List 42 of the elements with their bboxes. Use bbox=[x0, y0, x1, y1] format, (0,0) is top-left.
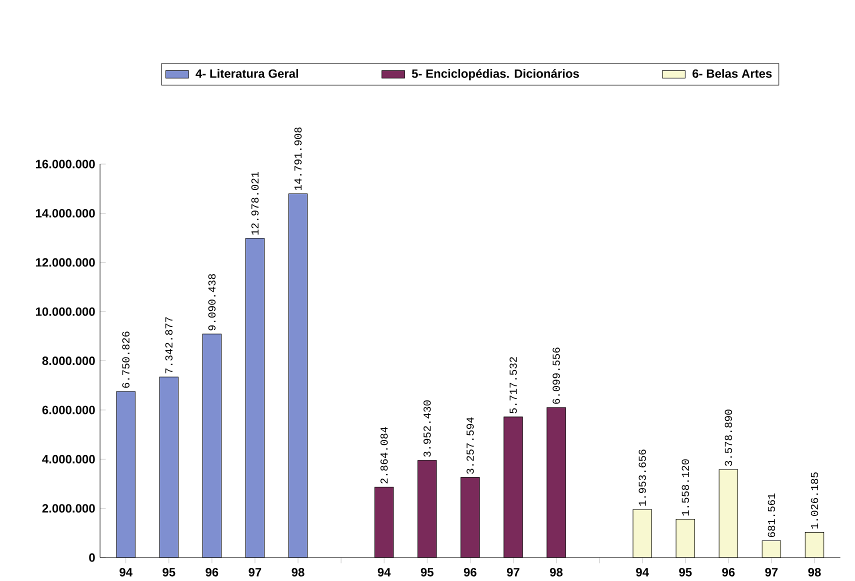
y-tick-label: 14.000.000 bbox=[36, 209, 95, 218]
x-tick-label: 98 bbox=[808, 568, 821, 576]
y-tick-label: 12.000.000 bbox=[36, 258, 95, 267]
x-tick-label: 95 bbox=[679, 568, 692, 576]
y-tick-label: 16.000.000 bbox=[36, 160, 95, 168]
x-tick-label: 95 bbox=[162, 568, 176, 576]
data-label: 6.750.826 bbox=[122, 332, 130, 388]
x-tick-label: 96 bbox=[464, 568, 476, 576]
x-tick-label: 94 bbox=[120, 568, 132, 576]
x-tick-label: 98 bbox=[550, 568, 563, 576]
data-label: 5.717.532 bbox=[510, 357, 517, 414]
x-tick-label: 97 bbox=[506, 568, 520, 576]
legend-label: 6- Belas Artes bbox=[692, 69, 772, 78]
data-label: 2.864.084 bbox=[380, 427, 388, 484]
data-label: 3.257.594 bbox=[466, 417, 474, 474]
legend-label: 5- Enciclopédias. Dicionários bbox=[412, 69, 579, 80]
data-label: 9.090.438 bbox=[208, 274, 216, 330]
x-tick-label: 98 bbox=[292, 568, 304, 576]
data-label: 6.099.556 bbox=[552, 348, 560, 404]
data-label: 3.952.430 bbox=[424, 400, 431, 457]
data-label: 12.978.021 bbox=[251, 172, 259, 235]
data-label: 681.561 bbox=[768, 494, 776, 538]
y-tick-label: 2.000.000 bbox=[42, 504, 95, 513]
data-label: 7.342.877 bbox=[165, 317, 173, 374]
y-tick-label: 10.000.000 bbox=[36, 307, 95, 316]
data-label: 1.953.656 bbox=[638, 450, 646, 506]
x-tick-label: 94 bbox=[636, 568, 649, 576]
y-tick-label: 6.000.000 bbox=[42, 406, 95, 414]
data-label: 1.558.120 bbox=[682, 459, 690, 516]
y-tick-label: 4.000.000 bbox=[42, 454, 95, 464]
data-label: 14.791.908 bbox=[294, 128, 302, 190]
data-label: 3.578.890 bbox=[724, 410, 732, 466]
y-tick-label: 8.000.000 bbox=[42, 356, 95, 366]
x-tick-label: 96 bbox=[206, 568, 218, 576]
x-tick-label: 96 bbox=[722, 568, 735, 576]
x-tick-label: 94 bbox=[378, 568, 391, 576]
legend-label: 4- Literatura Geral bbox=[196, 69, 298, 78]
x-tick-label: 95 bbox=[420, 568, 434, 576]
y-tick-label: 0 bbox=[89, 553, 95, 562]
x-tick-label: 97 bbox=[765, 568, 778, 576]
data-label: 1.026.185 bbox=[810, 472, 818, 529]
x-tick-label: 97 bbox=[248, 568, 262, 576]
